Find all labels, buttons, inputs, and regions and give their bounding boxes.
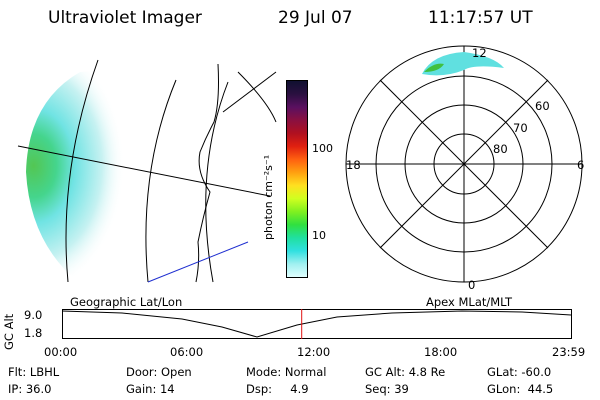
polar-lat-70: 70: [513, 121, 528, 135]
info-seq: Seq: 39: [365, 382, 409, 396]
alt-xtick-2: 12:00: [297, 345, 331, 359]
polar-lat-60: 60: [535, 99, 550, 113]
altitude-plot: [61, 309, 572, 339]
info-dsp: Dsp: 4.9: [246, 382, 309, 396]
alt-ylabel: GC Alt: [2, 313, 16, 350]
info-mode: Mode: Normal: [246, 365, 327, 379]
info-door: Door: Open: [126, 365, 192, 379]
info-flt: Flt: LBHL: [8, 365, 60, 379]
info-glon: GLon: 44.5: [487, 382, 554, 396]
alt-xtick-3: 18:00: [424, 345, 458, 359]
colorbar-tick-10: 10: [312, 229, 326, 242]
instrument-title: Ultraviolet Imager: [48, 8, 202, 28]
polar-label-12: 12: [472, 46, 487, 60]
polar-plot: [345, 45, 583, 283]
colorbar-tick-100: 100: [312, 142, 333, 155]
colorbar-label: photon cm⁻²s⁻¹: [262, 154, 275, 240]
alt-ytick-9: 9.0: [24, 308, 43, 322]
date-label: 29 Jul 07: [278, 8, 353, 28]
alt-ytick-1: 1.8: [24, 326, 43, 340]
info-ip: IP: 36.0: [8, 382, 52, 396]
polar-label-18: 18: [346, 158, 361, 172]
polar-label-0: 0: [468, 278, 476, 292]
apex-title: Apex MLat/MLT: [426, 295, 513, 309]
alt-xtick-4: 23:59: [552, 345, 586, 359]
colorbar: [286, 80, 308, 278]
info-gain: Gain: 14: [126, 382, 175, 396]
geo-title: Geographic Lat/Lon: [70, 295, 183, 309]
polar-label-6: 6: [577, 158, 585, 172]
alt-xtick-0: 00:00: [44, 345, 78, 359]
polar-lat-80: 80: [493, 142, 508, 156]
geographic-image: [17, 59, 277, 283]
alt-xtick-1: 06:00: [170, 345, 204, 359]
time-label: 11:17:57 UT: [428, 8, 533, 28]
info-gcalt: GC Alt: 4.8 Re: [365, 365, 446, 379]
info-glat: GLat: -60.0: [487, 365, 552, 379]
